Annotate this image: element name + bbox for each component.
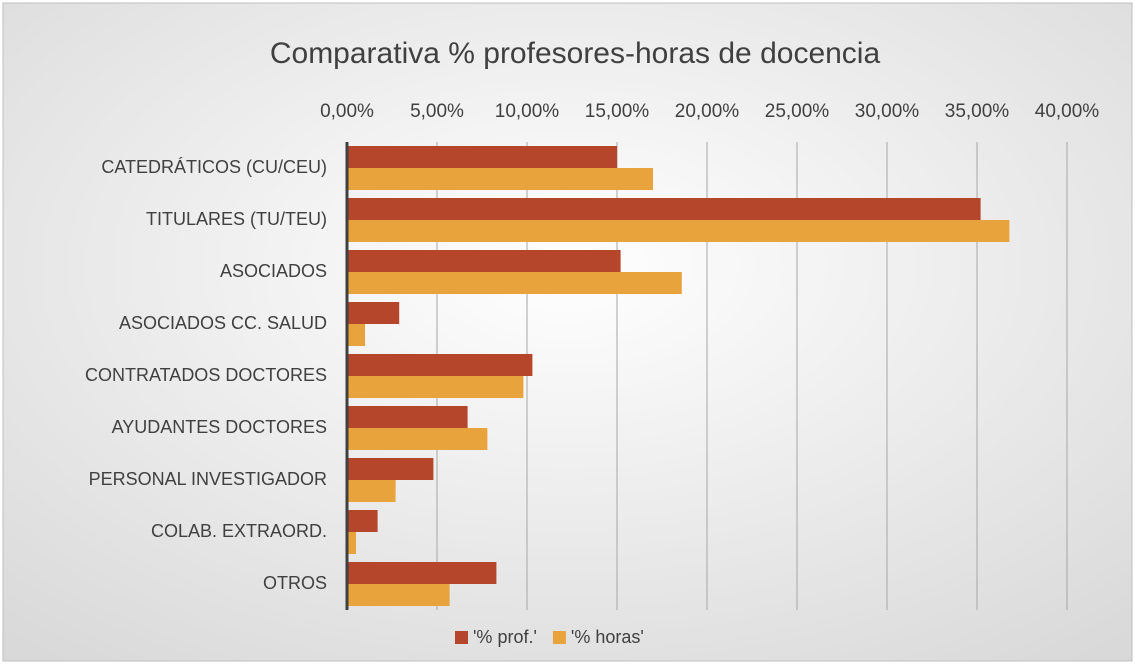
y-tick-label: OTROS [263,573,327,593]
bar [347,584,450,606]
chart-title: Comparativa % profesores-horas de docenc… [270,37,881,70]
y-tick-label: TITULARES (TU/TEU) [146,209,327,229]
x-tick-label: 15,00% [585,101,650,122]
bar [347,480,396,502]
y-tick-label: ASOCIADOS [220,261,327,281]
bar [347,250,621,272]
bar [347,146,617,168]
bar [347,354,533,376]
bar [347,428,488,450]
y-tick-label: CONTRATADOS DOCTORES [85,365,327,385]
legend-swatch [552,631,566,644]
bar [347,510,378,532]
x-tick-label: 10,00% [495,101,560,122]
bar [347,532,356,554]
bar [347,198,981,220]
x-tick-label: 5,00% [410,101,464,122]
y-tick-label: ASOCIADOS CC. SALUD [119,313,327,333]
y-tick-label: PERSONAL INVESTIGADOR [89,469,327,489]
bar [347,458,434,480]
x-tick-label: 35,00% [945,101,1010,122]
legend-label: '% prof.' [473,627,537,647]
legend-label: '% horas' [571,627,644,647]
bar [347,302,400,324]
x-tick-label: 30,00% [855,101,920,122]
x-tick-label: 0,00% [320,101,374,122]
bar [347,324,365,346]
x-tick-label: 25,00% [765,101,830,122]
bar [347,562,497,584]
bar [347,272,682,294]
x-tick-label: 40,00% [1035,101,1100,122]
bar [347,168,653,190]
bar [347,220,1010,242]
y-tick-label: AYUDANTES DOCTORES [112,417,327,437]
y-tick-label: COLAB. EXTRAORD. [151,521,327,541]
y-tick-label: CATEDRÁTICOS (CU/CEU) [101,157,327,177]
bar [347,406,468,428]
legend-swatch [455,631,468,644]
x-tick-label: 20,00% [675,101,740,122]
bar [347,376,524,398]
